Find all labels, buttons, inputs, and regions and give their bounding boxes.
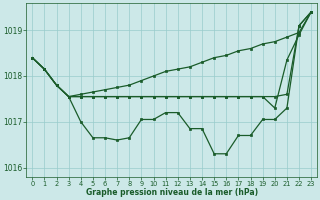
X-axis label: Graphe pression niveau de la mer (hPa): Graphe pression niveau de la mer (hPa) [86,188,258,197]
